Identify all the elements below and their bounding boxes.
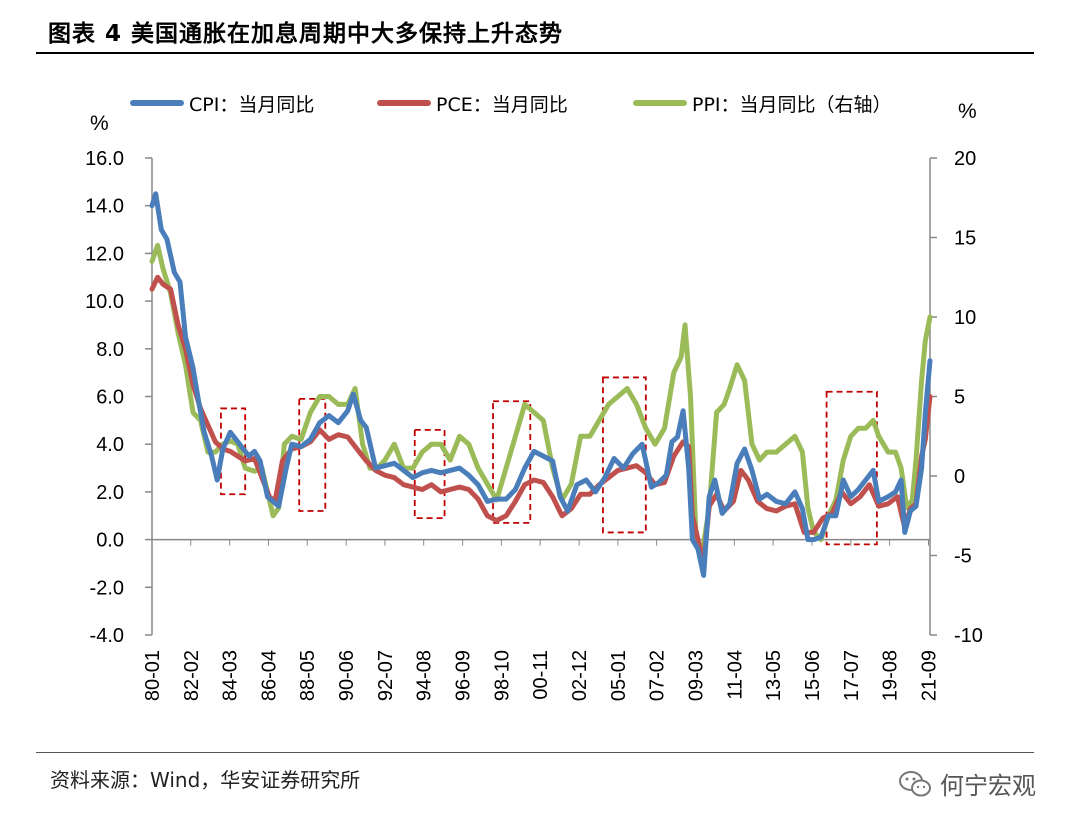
- x-tick-label: 98-10: [491, 650, 513, 701]
- footer-rule: [36, 752, 1034, 753]
- left-tick-label: 16.0: [85, 148, 124, 170]
- source-note: 资料来源：Wind，华安证券研究所: [50, 768, 361, 792]
- wechat-icon: [899, 770, 931, 796]
- right-tick-label: 5: [954, 387, 965, 409]
- figure-title: 图表 4 美国通胀在加息周期中大多保持上升态势: [48, 21, 564, 47]
- x-tick-label: 82-02: [181, 650, 203, 701]
- x-tick-label: 05-01: [608, 650, 630, 701]
- left-tick-label: 12.0: [85, 243, 124, 265]
- x-tick-label: 80-01: [142, 650, 164, 701]
- watermark: 何宁宏观: [898, 766, 1036, 801]
- left-axis-unit: %: [90, 112, 109, 135]
- title-rule: [36, 52, 1034, 54]
- x-tick-label: 09-03: [686, 650, 708, 701]
- right-tick-label: -10: [954, 625, 983, 647]
- legend-label-pce: PCE：当月同比: [436, 94, 568, 116]
- left-tick-label: -2.0: [90, 577, 124, 599]
- x-tick-label: 17-07: [841, 650, 863, 701]
- highlight-box: [298, 397, 327, 512]
- left-tick-label: 2.0: [96, 482, 124, 504]
- x-tick-label: 84-03: [220, 650, 242, 701]
- right-tick-label: -5: [954, 546, 972, 568]
- x-tick-label: 11-04: [724, 650, 746, 700]
- x-tick-label: 02-12: [569, 650, 591, 701]
- left-tick-label: 6.0: [96, 387, 124, 409]
- x-tick-label: 21-09: [919, 650, 941, 701]
- x-tick-label: 90-06: [336, 650, 358, 701]
- left-tick-label: 14.0: [85, 196, 124, 218]
- right-tick-label: 10: [954, 307, 976, 329]
- axes-layer: -4.0 -2.0 0.0 2.0 4.0 6.0 8.0 10.0 12.0 14.0 16.0 -…: [85, 148, 983, 701]
- left-tick-label: 10.0: [85, 291, 124, 313]
- x-tick-label: 92-07: [375, 650, 397, 701]
- right-axis-unit: %: [958, 100, 977, 123]
- x-tick-label: 19-08: [880, 650, 902, 701]
- x-tick-label: 07-02: [647, 650, 669, 701]
- x-tick-label: 00-11: [530, 650, 552, 700]
- right-tick-label: 15: [954, 228, 976, 250]
- left-tick-label: -4.0: [90, 625, 124, 647]
- chart-area: -4.0 -2.0 0.0 2.0 4.0 6.0 8.0 10.0 12.0 14.0 16.0 -…: [85, 94, 983, 701]
- left-tick-label: 4.0: [96, 434, 124, 456]
- series-layer: [149, 191, 933, 578]
- x-tick-label: 94-08: [414, 650, 436, 701]
- x-tick-label: 88-05: [297, 650, 319, 701]
- legend: CPI：当月同比 PCE：当月同比 PPI：当月同比（右轴）: [130, 94, 892, 116]
- right-tick-label: 20: [954, 148, 976, 170]
- x-tick-label: 86-04: [258, 650, 280, 701]
- x-tick-label: 13-05: [763, 650, 785, 701]
- x-tick-label: 96-09: [453, 650, 475, 701]
- x-tick-label: 15-06: [802, 650, 824, 701]
- series-line-cpi: [149, 191, 933, 578]
- watermark-text: 何宁宏观: [940, 772, 1036, 800]
- right-tick-label: 0: [954, 466, 965, 488]
- left-tick-label: 0.0: [96, 530, 124, 552]
- highlight-box: [825, 390, 878, 546]
- highlight-box: [220, 407, 247, 496]
- left-tick-label: 8.0: [96, 339, 124, 361]
- series-line-ppi: [149, 242, 933, 558]
- legend-label-ppi: PPI：当月同比（右轴）: [692, 94, 892, 116]
- legend-label-cpi: CPI：当月同比: [189, 94, 314, 116]
